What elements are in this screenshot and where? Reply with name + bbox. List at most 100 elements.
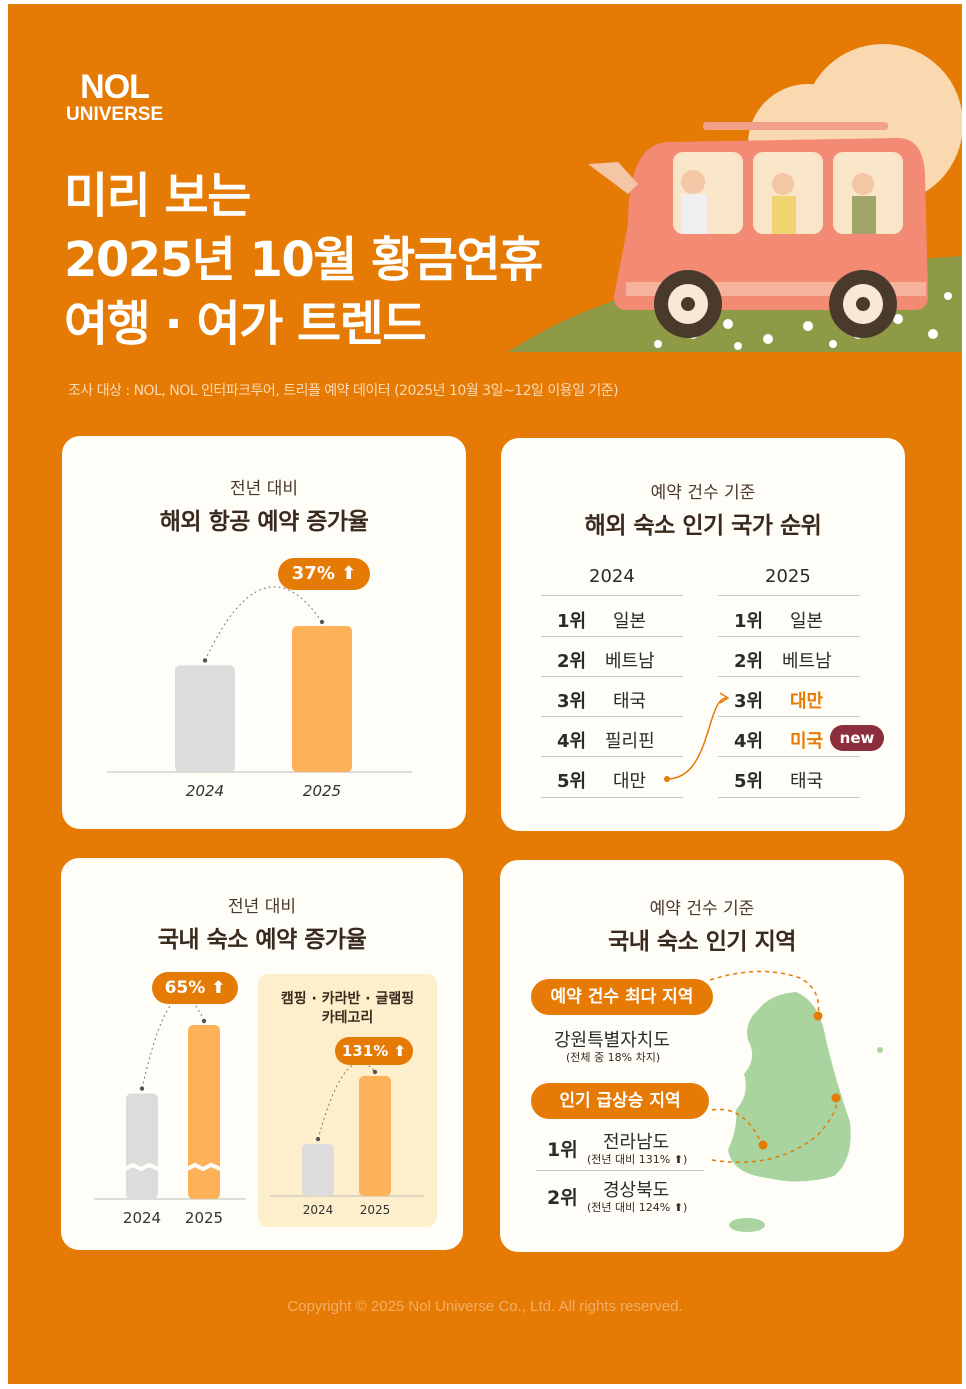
rank-label: 3위 [734,691,764,712]
rank-label: 4위 [734,731,764,752]
divider [541,676,683,677]
divider [541,595,683,596]
logo-line1: NOL [80,68,150,106]
flight-title: 해외 항공 예약 증가율 [159,509,369,535]
copyright: Copyright © 2025 Nol Universe Co., Ltd. … [287,1298,683,1315]
flight-bar-chart: 2024 2025 [107,586,412,800]
domestic-subtitle: 전년 대비 [228,897,296,917]
divider [536,1170,704,1171]
divider [718,676,860,677]
country-name-highlight: 대만 [790,691,824,712]
country-name: 일본 [790,611,824,632]
country-name: 태국 [613,691,647,712]
ranking-subtitle: 예약 건수 기준 [650,483,756,503]
region-title: 국내 숙소 인기 지역 [608,929,796,955]
connector-dot [139,1086,145,1091]
ranking-col-2024: 2024 [589,566,635,587]
up-arrow-icon: ⬆ [341,563,357,584]
rank-label: 3위 [557,691,587,712]
growth-connector [317,1062,376,1140]
flight-growth-badge: 37% ⬆ [278,558,370,590]
ranking-col-2025: 2025 [765,566,811,587]
source-note: 조사 대상 : NOL, NOL 인터파크투어, 트리플 예약 데이터 (202… [68,383,619,399]
poster: NOL UNIVERSE 미리 보는 2025년 10월 황금연휴 여행 · 여… [8,4,962,1384]
x-tick-label: 2024 [123,1209,161,1227]
growth-connector [204,586,323,661]
country-name: 태국 [790,771,824,792]
flight-growth-card: 전년 대비 해외 항공 예약 증가율 2024 2025 37% ⬆ [62,436,466,829]
rank-label: 4위 [557,731,587,752]
rank-label: 1위 [557,611,587,632]
camping-growth-badge: 131% ⬆ [335,1037,413,1065]
bar-2025 [359,1076,391,1196]
country-name-highlight: 미국 [790,731,824,752]
rising-region-name: 경상북도 [603,1180,670,1201]
connector-dot [201,1018,207,1024]
van-illustration [508,44,962,352]
domestic-growth-card: 전년 대비 국내 숙소 예약 증가율 2024 2025 65% ⬆ 캠핑 · 카… [61,858,463,1250]
note-text: (전년 대비 131% [587,1153,671,1166]
title-line2: 2025년 10월 황금연휴 [64,232,543,288]
rank-label: 1위 [547,1139,578,1161]
divider [718,716,860,717]
rank-label: 5위 [734,771,764,792]
camping-badge-value: 131% [341,1042,389,1060]
rising-region-name: 전라남도 [603,1132,670,1153]
divider [541,756,683,757]
connector-dot [319,619,325,625]
rising-region-label: 인기 급상승 지역 [531,1083,709,1119]
up-arrow-icon: ⬆ [393,1042,407,1060]
page-title: 미리 보는 2025년 10월 황금연휴 여행 · 여가 트렌드 [64,164,543,356]
divider [541,797,683,798]
divider [718,797,860,798]
up-arrow-icon: ⬆ [673,1153,683,1166]
rising-region-note: (전년 대비 131% ⬆) [587,1153,688,1166]
country-name: 대만 [613,771,647,792]
domestic-bar-chart: 2024 2025 [94,996,246,1227]
connector-dot [202,658,208,663]
bar-2024 [175,665,235,772]
divider [541,716,683,717]
title-line3: 여행 · 여가 트렌드 [64,296,426,352]
rank-label: 2위 [547,1187,578,1209]
camping-inset: 캠핑 · 카라반 · 글램핑 카테고리 2024 2025 131% ⬆ [258,974,437,1227]
divider [718,636,860,637]
x-tick-label: 2025 [303,782,341,800]
country-name: 베트남 [782,651,832,672]
inset-title-line1: 캠핑 · 카라반 · 글램핑 [280,991,415,1007]
top-region-name: 강원특별자치도 [554,1030,670,1051]
up-arrow-icon: ⬆ [673,1201,683,1214]
connector-dot [372,1069,378,1075]
rank-label: 2위 [557,651,587,672]
divider [718,595,860,596]
bar-2024 [126,1093,158,1199]
country-name: 베트남 [605,651,655,672]
title-line1: 미리 보는 [64,168,251,224]
x-tick-label: 2025 [185,1209,223,1227]
x-tick-label: 2025 [360,1203,391,1217]
nol-universe-logo: NOL UNIVERSE [66,70,163,124]
inset-title-line2: 카테고리 [321,1010,374,1026]
domestic-growth-badge: 65% ⬆ [152,972,238,1004]
new-badge: new [830,725,884,751]
korea-map [709,970,883,1232]
country-name: 일본 [613,611,647,632]
note-text: (전년 대비 124% [587,1201,671,1214]
logo-line2: UNIVERSE [66,104,164,125]
rank-label: 1위 [734,611,764,632]
flight-subtitle: 전년 대비 [230,479,298,499]
divider [718,756,860,757]
connector-dot [315,1136,321,1142]
x-tick-label: 2024 [186,782,224,800]
axis-break-mark [186,1162,222,1172]
axis-break-mark [124,1162,160,1172]
domestic-badge-value: 65% [164,978,206,998]
growth-connector [141,996,205,1089]
camping-bar-chart: 2024 2025 [270,1062,424,1217]
region-card: 예약 건수 기준 국내 숙소 인기 지역 예약 건수 최다 지역 강원특별자치도… [500,860,904,1252]
x-tick-label: 2024 [303,1203,334,1217]
rank-label: 2위 [734,651,764,672]
region-subtitle: 예약 건수 기준 [649,899,755,919]
bar-2025 [188,1025,220,1199]
rising-region-note: (전년 대비 124% ⬆) [587,1201,688,1214]
